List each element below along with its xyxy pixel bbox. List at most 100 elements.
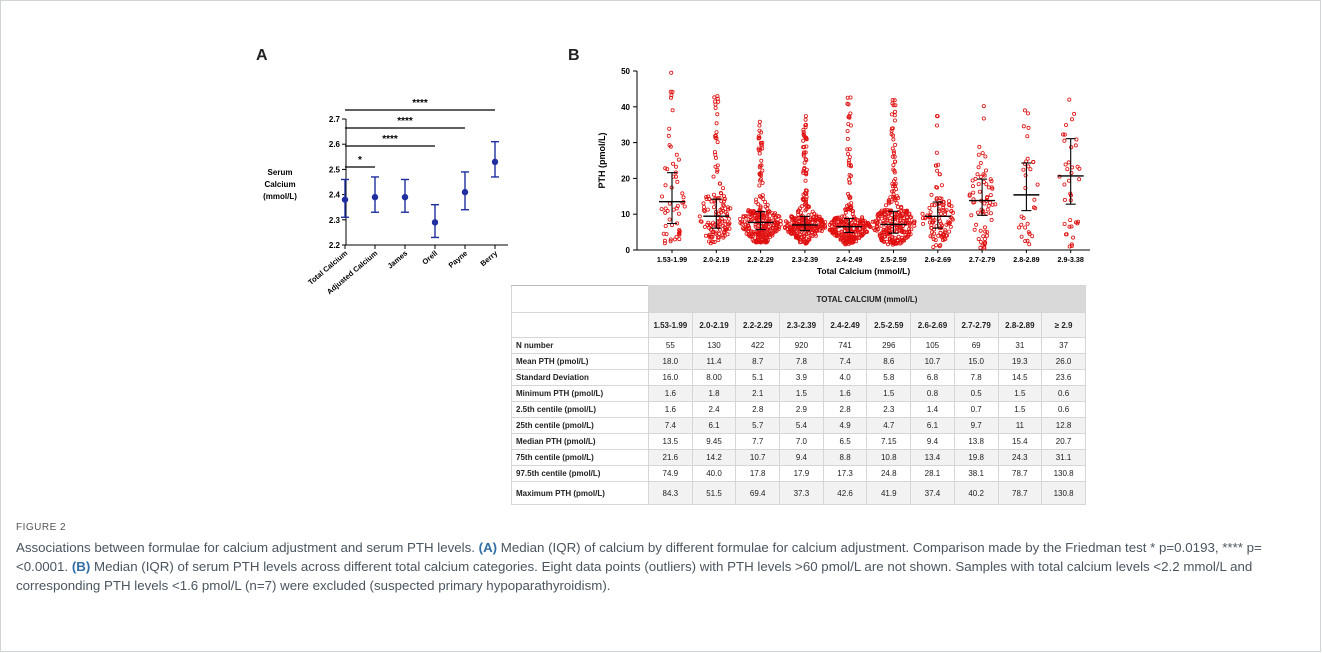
- data-point: [755, 212, 760, 217]
- data-point: [748, 209, 753, 214]
- data-point: [668, 237, 673, 242]
- data-point: [753, 239, 758, 244]
- table-group-header: TOTAL CALCIUM (mmol/L): [648, 285, 1086, 313]
- data-point: [939, 196, 944, 201]
- data-point: [971, 190, 976, 195]
- table-cell: 24.8: [866, 465, 912, 482]
- data-point: [855, 217, 860, 222]
- data-point: [974, 222, 979, 227]
- data-point: [938, 243, 943, 248]
- data-point: [763, 240, 768, 245]
- data-point: [704, 194, 709, 199]
- table-row-label: 75th centile (pmol/L): [511, 449, 649, 466]
- table-cell: 2.4: [691, 401, 737, 418]
- table-cell: 130: [691, 337, 737, 354]
- data-point: [1026, 125, 1031, 130]
- data-point: [753, 224, 758, 229]
- significance-label: *: [358, 155, 362, 166]
- data-point: [903, 219, 908, 224]
- data-point: [930, 202, 935, 207]
- data-point: [893, 159, 898, 164]
- table-cell: 1.6: [648, 385, 693, 402]
- data-point: [820, 222, 825, 227]
- y-axis-label: Serum: [268, 168, 293, 177]
- table-row: 25th centile (pmol/L) 7.4 6.1 5.7 5.4 4.9 4.7 6…: [511, 417, 1086, 434]
- data-point: [937, 172, 942, 177]
- data-point: [885, 207, 890, 212]
- data-point: [1076, 219, 1081, 224]
- data-point: [674, 164, 679, 169]
- data-point: [892, 109, 897, 114]
- caption-a-text: Median (IQR) of calcium by different for…: [16, 540, 1262, 574]
- table-row: Standard Deviation 16.0 8.00 5.1 3.9 4.0 5.8 6.…: [511, 369, 1086, 386]
- data-point: [934, 197, 939, 202]
- data-point: [806, 219, 811, 224]
- data-point: [989, 217, 994, 222]
- data-point: [856, 229, 861, 234]
- data-point: [985, 207, 990, 212]
- x-tick-label: 2.7-2.79: [969, 255, 995, 264]
- data-point: [846, 115, 851, 120]
- data-point: [718, 207, 723, 212]
- data-point: [756, 237, 761, 242]
- data-point: [813, 233, 818, 238]
- table-cell: 26.0: [1041, 353, 1086, 370]
- data-point: [754, 197, 759, 202]
- data-point: [982, 246, 987, 251]
- data-point: [727, 226, 732, 231]
- data-point: [840, 238, 845, 243]
- x-tick-label: Orell: [420, 249, 439, 267]
- table-col-header: 2.0-2.19: [691, 312, 737, 338]
- table-cell: 422: [735, 337, 781, 354]
- data-point: [712, 205, 717, 210]
- table-cell: 5.7: [735, 417, 781, 434]
- data-point: [663, 223, 668, 228]
- data-point: [907, 222, 912, 227]
- data-point: [708, 227, 713, 232]
- data-point: [896, 195, 901, 200]
- data-point: [892, 170, 897, 175]
- data-point: [977, 144, 982, 149]
- data-point: [901, 230, 906, 235]
- data-point: [807, 204, 812, 209]
- data-point: [750, 217, 755, 222]
- data-point: [879, 231, 884, 236]
- data-point: [800, 217, 805, 222]
- table-cell: 5.8: [866, 369, 912, 386]
- data-point: [989, 179, 994, 184]
- data-point: [977, 189, 982, 194]
- table-row: 97.5th centile (pmol/L) 74.9 40.0 17.8 17.9 1…: [511, 465, 1086, 482]
- data-point: [721, 223, 726, 228]
- table-cell: 69.4: [735, 481, 781, 505]
- data-point: [664, 232, 669, 237]
- data-point: [934, 243, 939, 248]
- data-point: [760, 168, 765, 173]
- data-point: [904, 210, 909, 215]
- y-tick-label: 2.7: [329, 115, 341, 124]
- data-point: [973, 176, 978, 181]
- data-point: [1022, 108, 1027, 113]
- data-point: [755, 235, 760, 240]
- data-point: [975, 172, 980, 177]
- data-point: [744, 231, 749, 236]
- table-cell: 9.7: [953, 417, 999, 434]
- table-row: 2.5th centile (pmol/L) 1.6 2.4 2.8 2.9 2.8 2.3…: [511, 401, 1086, 418]
- table-row-label: Minimum PTH (pmol/L): [511, 385, 649, 402]
- data-point: [699, 219, 704, 224]
- data-point: [697, 214, 702, 219]
- data-point: [792, 228, 797, 233]
- data-point: [927, 205, 932, 210]
- data-point: [807, 237, 812, 242]
- data-point: [751, 231, 756, 236]
- x-tick-label: 2.5-2.59: [880, 255, 906, 264]
- scatter-column: [659, 70, 687, 246]
- data-point: [670, 89, 675, 94]
- data-point: [933, 237, 938, 242]
- y-tick-label: 30: [621, 139, 630, 148]
- table-cell: 13.8: [953, 433, 999, 450]
- data-point: [905, 234, 910, 239]
- table-cell: 19.8: [953, 449, 999, 466]
- data-point: [896, 234, 901, 239]
- data-point: [1062, 138, 1067, 143]
- data-point: [767, 228, 772, 233]
